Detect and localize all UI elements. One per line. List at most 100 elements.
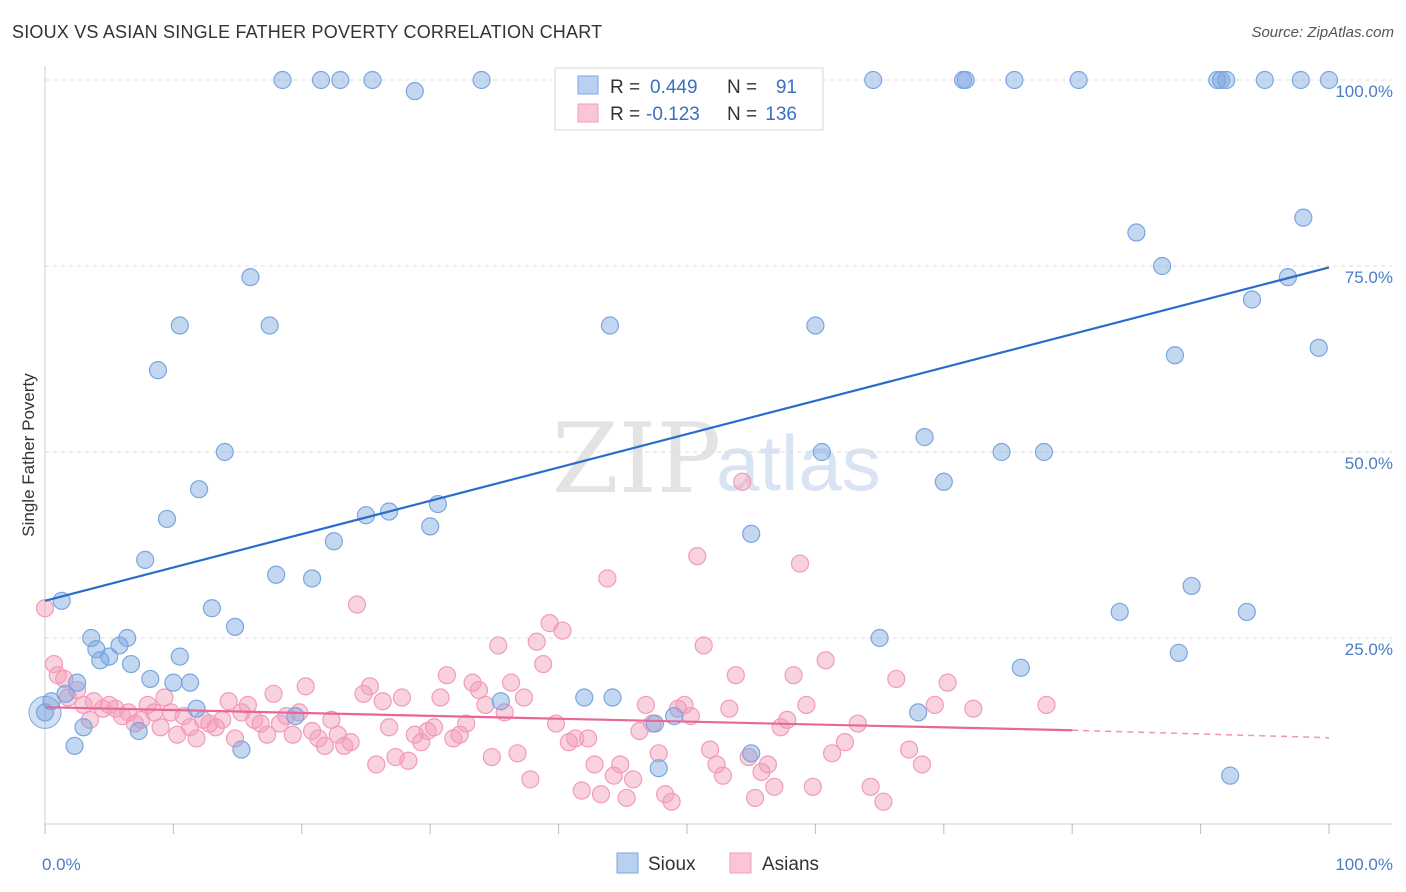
- sioux-point: [232, 740, 251, 759]
- sioux-point: [141, 669, 160, 689]
- sioux-point: [1165, 346, 1185, 365]
- sioux-point: [324, 532, 343, 551]
- asians-point: [726, 666, 745, 685]
- sioux-point: [187, 699, 206, 718]
- asians-point: [790, 554, 810, 573]
- bottom-legend: Sioux Asians: [616, 852, 819, 875]
- sioux-points: [28, 70, 1339, 785]
- asians-point: [399, 751, 418, 770]
- sioux-point: [74, 718, 93, 737]
- asians-point: [44, 654, 64, 674]
- asians-point: [264, 684, 283, 703]
- asians-point: [900, 740, 919, 759]
- asians-point: [733, 472, 752, 491]
- sioux-point: [118, 628, 137, 648]
- asians-point: [521, 770, 540, 789]
- axes: [44, 66, 1392, 834]
- asians-point: [187, 729, 206, 748]
- asians-point: [258, 725, 277, 744]
- sioux-point: [603, 688, 622, 707]
- bottom-label-sioux: Sioux: [648, 854, 696, 875]
- asians-point: [778, 710, 797, 729]
- asians-point: [675, 695, 694, 715]
- asians-point: [553, 621, 572, 640]
- chart-title: SIOUX VS ASIAN SINGLE FATHER POVERTY COR…: [12, 22, 603, 42]
- asians-point: [572, 781, 591, 800]
- sioux-point: [491, 692, 510, 711]
- asians-point: [213, 710, 232, 729]
- asians-point: [206, 718, 225, 737]
- legend-r-value-asians: -0.123: [646, 104, 700, 125]
- sioux-point: [1212, 70, 1231, 90]
- watermark: ZIP atlas: [552, 403, 881, 515]
- asians-point: [752, 762, 771, 782]
- sioux-point: [148, 361, 168, 380]
- sioux-point: [363, 70, 382, 90]
- sioux-point: [1237, 602, 1256, 622]
- asians-point: [938, 673, 957, 692]
- y-tick-label: 50.0%: [1345, 454, 1393, 473]
- asians-point: [315, 736, 335, 755]
- asians-point: [912, 755, 932, 774]
- asians-point: [412, 733, 431, 752]
- sioux-point: [286, 707, 305, 726]
- asians-point: [450, 725, 469, 744]
- x-tick-min: 0.0%: [42, 855, 81, 874]
- asians-point: [604, 766, 623, 785]
- asians-point: [251, 714, 270, 733]
- asians-point: [1037, 695, 1056, 715]
- legend-r-value-sioux: 0.449: [650, 77, 698, 98]
- asians-points: [35, 472, 1056, 811]
- sioux-point: [260, 316, 279, 335]
- sioux-point: [1291, 70, 1310, 90]
- sioux-point: [215, 442, 234, 462]
- asians-point: [636, 695, 656, 715]
- asians-point: [765, 777, 784, 796]
- sioux-point: [1182, 576, 1201, 596]
- sioux-point: [742, 744, 761, 763]
- asians-point: [611, 755, 630, 774]
- asians-point: [527, 632, 546, 651]
- sioux-point: [1217, 70, 1236, 90]
- asians-point: [566, 729, 585, 748]
- sioux-point: [180, 673, 200, 692]
- top-legend-box: [554, 67, 824, 131]
- sioux-point: [136, 550, 155, 569]
- legend-n-value-asians: 136: [765, 104, 797, 125]
- sioux-point: [1069, 70, 1088, 90]
- asians-point: [822, 744, 842, 763]
- sioux-point: [742, 524, 761, 543]
- sioux-point: [806, 316, 825, 335]
- sioux-point: [915, 428, 934, 447]
- sioux-point: [575, 688, 594, 707]
- sioux-point: [1152, 256, 1172, 276]
- sioux-point: [67, 673, 87, 692]
- sioux-point: [65, 736, 84, 755]
- sioux-point: [909, 703, 928, 722]
- sioux-point: [164, 673, 183, 692]
- sioux-point: [1309, 338, 1328, 357]
- top-legend: R = 0.449 N = 91 R = -0.123 N = 136: [554, 67, 824, 131]
- sioux-trend-line: [44, 266, 1330, 602]
- asians-point: [803, 777, 822, 796]
- asians-point: [501, 673, 521, 692]
- sioux-point: [121, 654, 141, 674]
- asians-point: [534, 654, 553, 674]
- asians-point: [270, 714, 290, 733]
- asians-point: [874, 792, 893, 811]
- asians-point: [347, 595, 367, 614]
- asians-point: [579, 729, 598, 748]
- asians-point: [219, 692, 238, 711]
- sioux-point: [1319, 70, 1339, 90]
- asians-point: [591, 785, 611, 804]
- asians-point: [964, 699, 983, 718]
- asians-point: [925, 695, 944, 715]
- asians-point: [354, 684, 373, 703]
- asians-point: [437, 666, 456, 685]
- sioux-point: [1110, 602, 1129, 622]
- asians-point: [598, 569, 617, 588]
- asians-point: [225, 729, 245, 748]
- asians-point: [431, 688, 450, 707]
- sioux-point: [421, 517, 440, 536]
- asians-point: [508, 744, 527, 763]
